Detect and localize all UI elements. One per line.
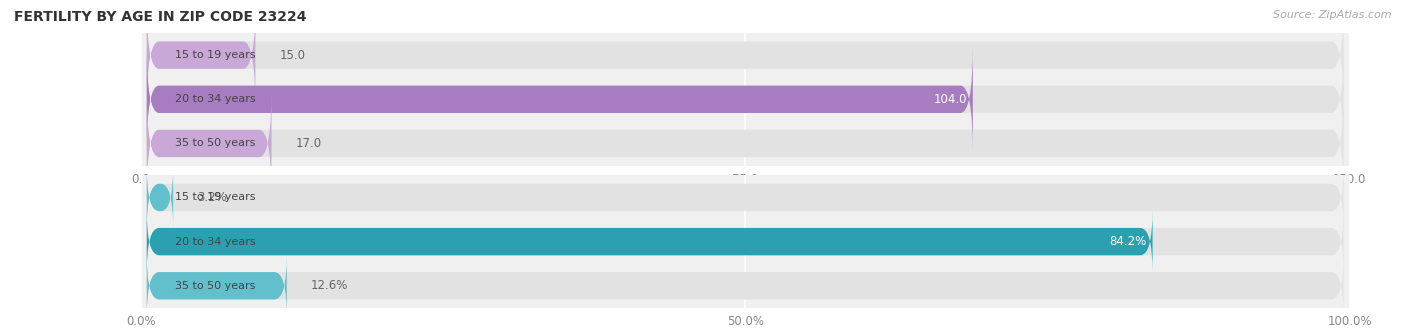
Text: Source: ZipAtlas.com: Source: ZipAtlas.com <box>1274 10 1392 20</box>
FancyBboxPatch shape <box>146 90 1344 197</box>
FancyBboxPatch shape <box>146 166 1344 229</box>
Text: 15 to 19 years: 15 to 19 years <box>174 193 256 203</box>
FancyBboxPatch shape <box>146 211 1153 273</box>
Text: 17.0: 17.0 <box>295 137 322 150</box>
Text: 35 to 50 years: 35 to 50 years <box>174 281 256 291</box>
FancyBboxPatch shape <box>146 46 973 153</box>
Text: 20 to 34 years: 20 to 34 years <box>174 94 256 104</box>
FancyBboxPatch shape <box>146 166 173 229</box>
Text: FERTILITY BY AGE IN ZIP CODE 23224: FERTILITY BY AGE IN ZIP CODE 23224 <box>14 10 307 24</box>
Text: 3.2%: 3.2% <box>197 191 228 204</box>
FancyBboxPatch shape <box>146 255 287 317</box>
FancyBboxPatch shape <box>146 1 256 109</box>
Text: 12.6%: 12.6% <box>311 279 349 292</box>
Text: 104.0: 104.0 <box>934 93 967 106</box>
Text: 35 to 50 years: 35 to 50 years <box>174 138 256 148</box>
FancyBboxPatch shape <box>146 211 1344 273</box>
FancyBboxPatch shape <box>146 90 271 197</box>
FancyBboxPatch shape <box>146 255 1344 317</box>
Text: 84.2%: 84.2% <box>1109 235 1147 248</box>
Text: 15.0: 15.0 <box>280 49 305 62</box>
Text: 15 to 19 years: 15 to 19 years <box>174 50 256 60</box>
FancyBboxPatch shape <box>146 1 1344 109</box>
FancyBboxPatch shape <box>146 46 1344 153</box>
Text: 20 to 34 years: 20 to 34 years <box>174 237 256 247</box>
